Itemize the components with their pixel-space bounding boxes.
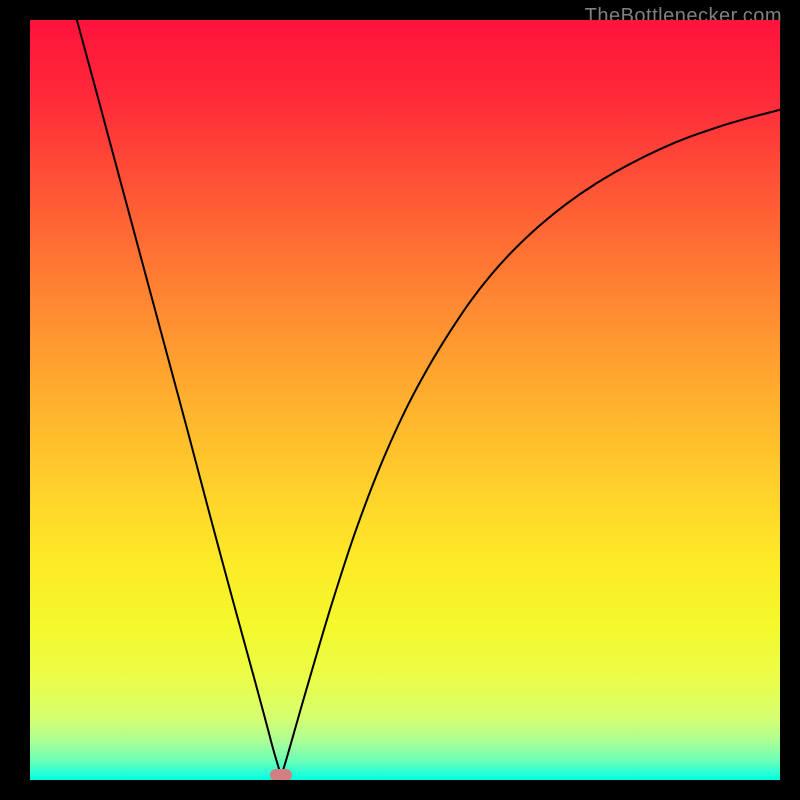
chart-svg — [30, 20, 780, 780]
curve-right-branch — [281, 110, 780, 777]
curve-left-branch — [77, 20, 281, 776]
chart-plot-area — [30, 20, 780, 780]
minimum-marker — [270, 769, 292, 780]
